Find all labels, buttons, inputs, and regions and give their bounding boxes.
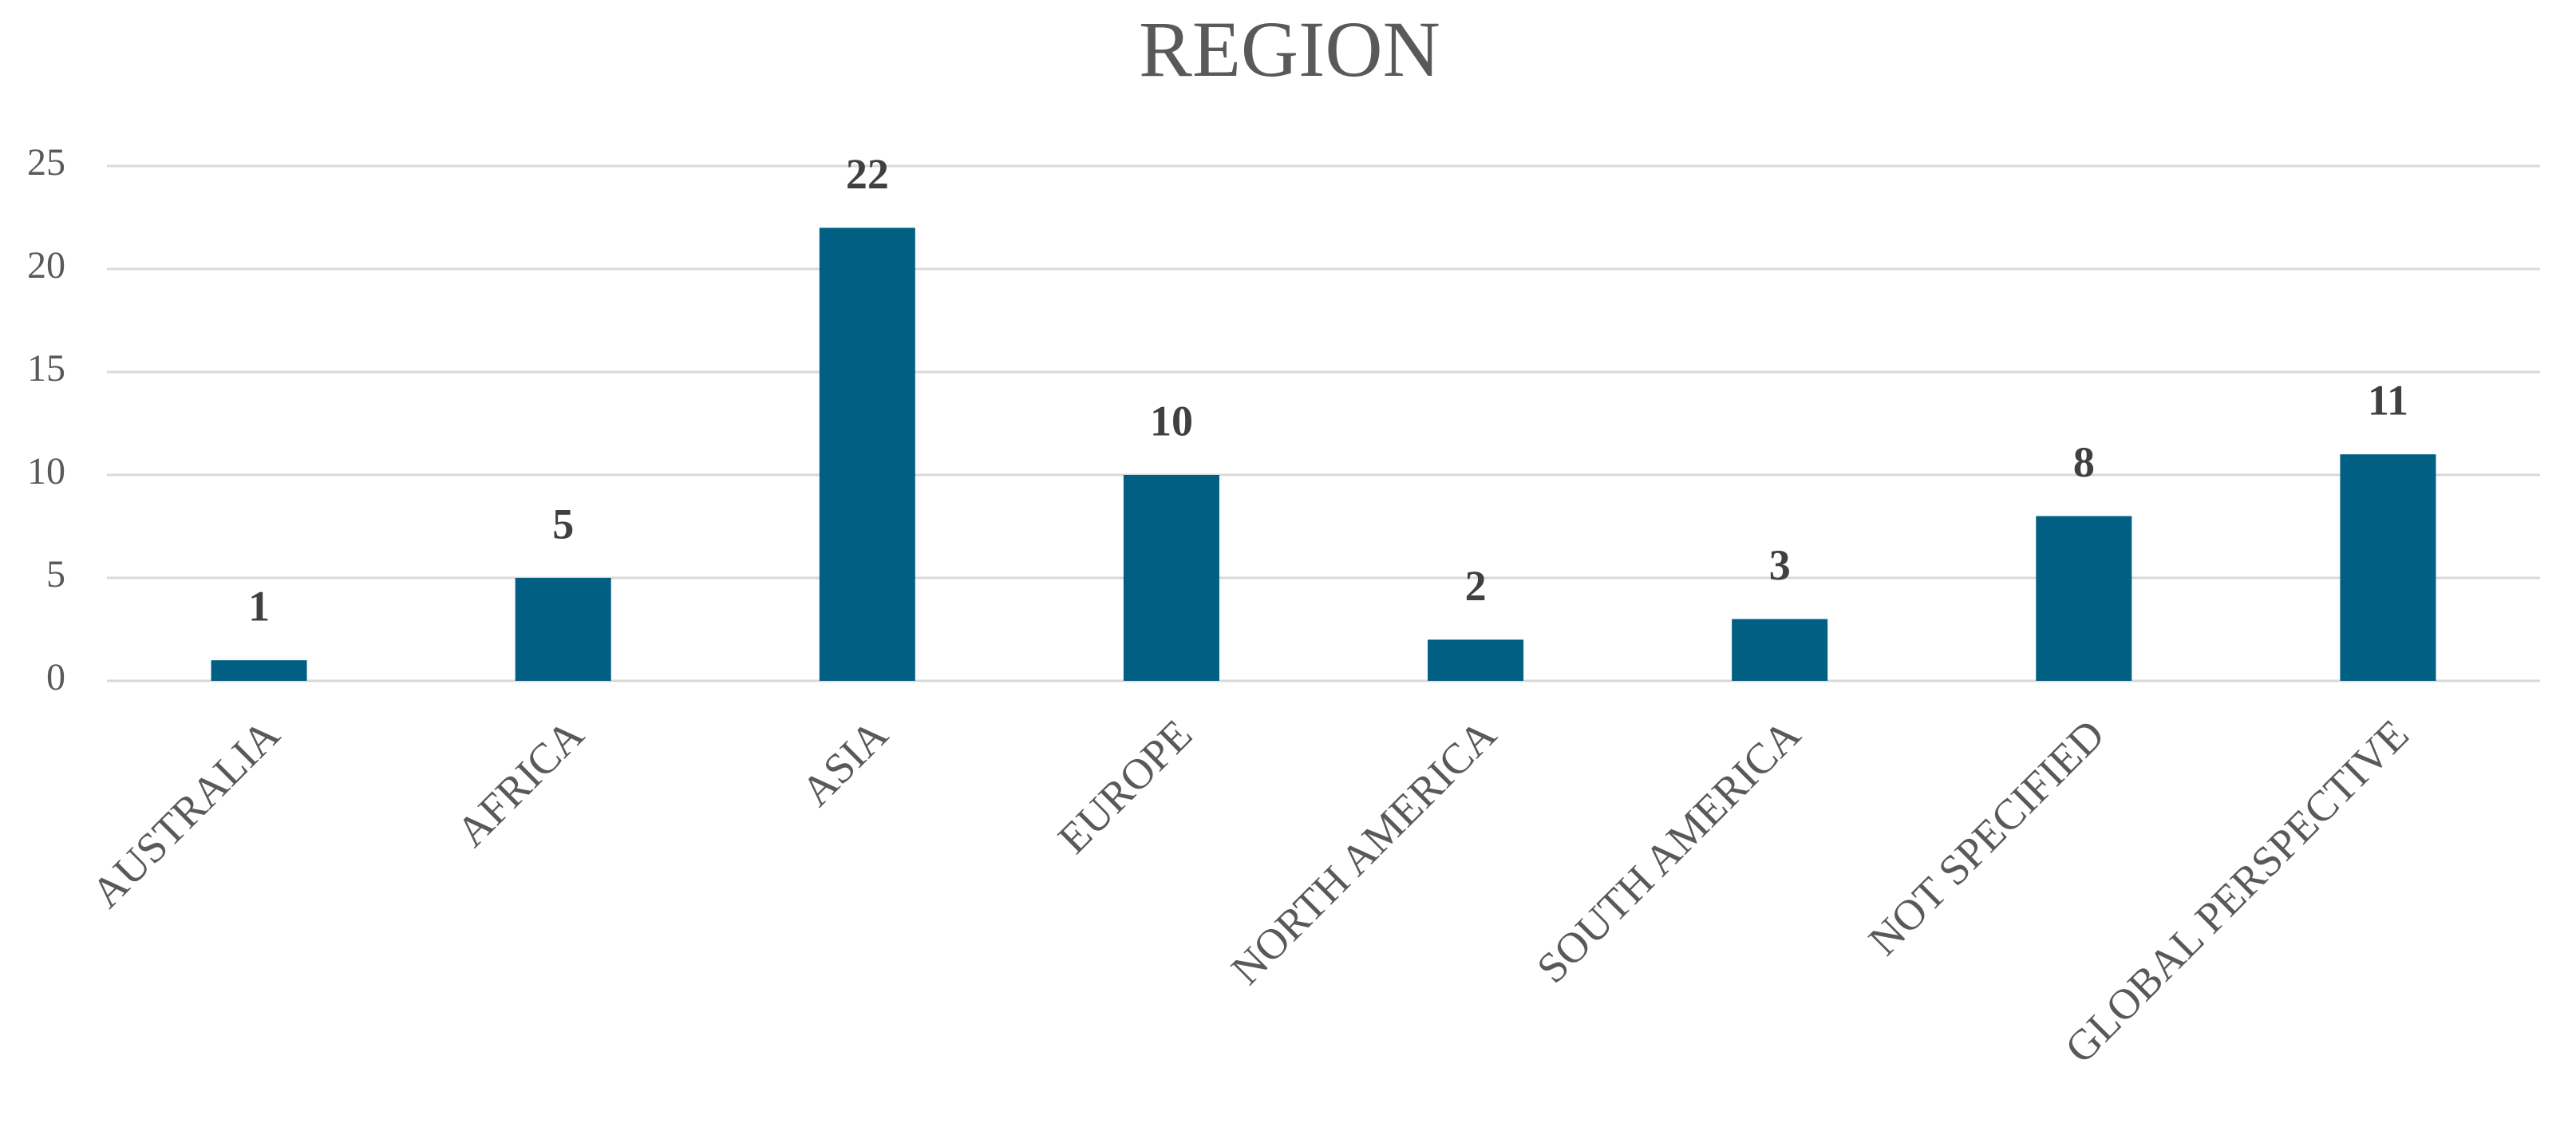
bar [1123, 475, 1219, 681]
y-tick-label: 5 [46, 553, 65, 595]
data-label: 2 [1465, 562, 1487, 610]
x-tick-label: AFRICA [447, 710, 592, 856]
x-tick-label: EUROPE [1049, 710, 1201, 863]
data-label: 5 [552, 500, 574, 548]
bar [1732, 619, 1828, 681]
data-label: 8 [2073, 438, 2095, 486]
x-tick-label: AUSTRALIA [82, 710, 289, 917]
x-tick-label: NOT SPECIFIED [1859, 710, 2114, 965]
bar [2340, 454, 2436, 681]
bar [211, 660, 307, 681]
data-label: 1 [248, 583, 270, 631]
data-label: 11 [2368, 377, 2408, 425]
y-tick-label: 15 [27, 347, 65, 390]
data-label: 22 [846, 150, 889, 198]
data-label: 10 [1150, 397, 1193, 445]
y-tick-label: 25 [27, 141, 65, 184]
bar [1428, 639, 1524, 681]
x-tick-label: SOUTH AMERICA [1527, 710, 1809, 992]
y-tick-label: 10 [27, 450, 65, 492]
bar [2036, 516, 2132, 681]
chart-title: REGION [1139, 5, 1440, 93]
y-tick-label: 20 [27, 244, 65, 287]
y-tick-label: 0 [46, 656, 65, 698]
data-label: 3 [1769, 541, 1791, 589]
x-tick-label: ASIA [792, 710, 898, 816]
x-tick-label: GLOBAL PERSPECTIVE [2056, 710, 2418, 1073]
bar [819, 227, 915, 681]
bar [515, 578, 611, 681]
x-tick-label: NORTH AMERICA [1222, 710, 1505, 994]
